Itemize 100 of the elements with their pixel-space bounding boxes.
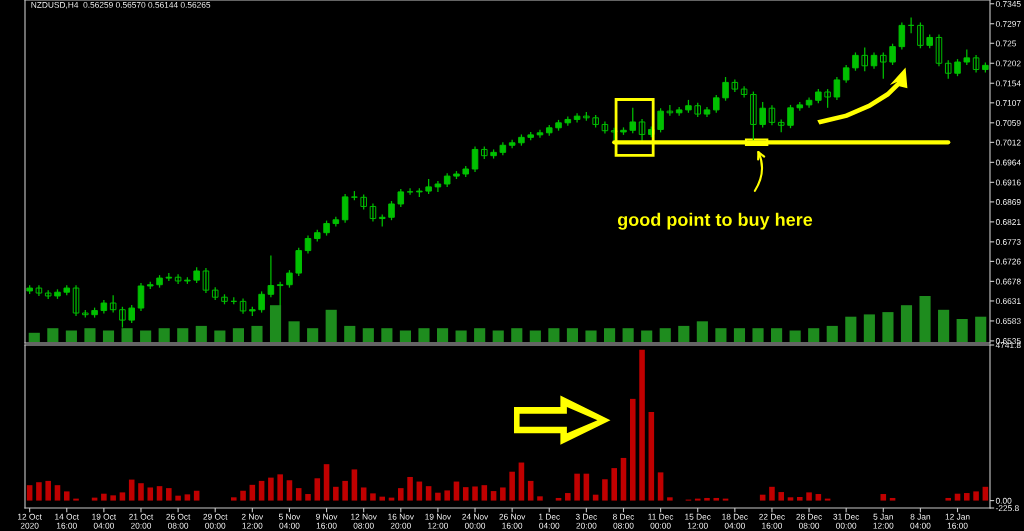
annotation: good point to buy here [617, 212, 813, 230]
candlestick [657, 107, 664, 133]
y-tick-label: 4741.8 [995, 342, 1021, 349]
bar [975, 316, 987, 342]
y-tick-label: 0.6726 [995, 258, 1021, 265]
x-tick-label: 9 Nov 16:00 [316, 513, 338, 529]
y-tick-label: 0.7202 [995, 60, 1021, 67]
bar [28, 332, 40, 342]
bar [509, 471, 515, 501]
y-tick-label: 0.725 [995, 40, 1017, 47]
x-tick-label: 8 Dec 08:00 [612, 513, 635, 529]
bar [362, 328, 374, 342]
bar [158, 328, 170, 342]
candlestick [861, 46, 869, 72]
bar [101, 493, 107, 501]
bar [307, 328, 319, 342]
bar [360, 487, 367, 501]
x-tick-label: 1 Dec 04:00 [539, 513, 560, 529]
bar [574, 473, 580, 501]
x-tick-label: 28 Dec 08:00 [796, 513, 823, 529]
bar [527, 480, 534, 501]
bar [381, 328, 393, 342]
y-tick-label: 0.6821 [995, 219, 1021, 225]
bar [769, 486, 775, 501]
bar [845, 316, 857, 342]
bar [84, 328, 96, 342]
bar [184, 494, 191, 501]
y-tick-label: 0.6916 [995, 179, 1021, 186]
x-tick-label: 26 Nov 16:00 [499, 513, 526, 529]
x-tick-label: 15 Dec 12:00 [685, 513, 711, 529]
y-tick-label: 0.7154 [995, 80, 1021, 87]
bar [826, 325, 838, 342]
bar [45, 480, 51, 501]
bar [964, 493, 970, 501]
bar [529, 330, 541, 342]
x-tick-label: 11 Dec 00:00 [648, 513, 674, 529]
bar [102, 330, 115, 342]
bar [713, 497, 720, 501]
y-tick-label: 0.6583 [995, 318, 1021, 325]
candlestick [824, 88, 831, 109]
bar [418, 328, 430, 342]
candlestick [880, 51, 887, 80]
bar [156, 486, 163, 501]
bar [518, 462, 525, 501]
bar [166, 488, 172, 501]
bar [602, 479, 608, 501]
bar [435, 492, 441, 501]
x-tick-label: 12 Jan 16:00 [945, 513, 970, 529]
bar [232, 328, 244, 342]
y-tick-label: 0.7012 [995, 139, 1021, 146]
bar [342, 480, 348, 501]
x-tick-label: 21 Oct 20:00 [129, 513, 154, 529]
x-tick-label: 24 Nov 00:00 [462, 513, 489, 529]
bar [128, 479, 135, 501]
bar [945, 497, 952, 501]
bar [555, 497, 562, 501]
candlestick [666, 104, 674, 117]
bar [889, 497, 896, 501]
x-tick-label: 14 Oct 16:00 [55, 513, 79, 529]
x-tick-label: 8 Jan 04:00 [910, 513, 931, 529]
candlestick [406, 187, 414, 196]
bar [787, 497, 794, 501]
candlestick [573, 112, 581, 124]
bar [500, 487, 506, 501]
bar [268, 477, 274, 501]
bar [620, 457, 627, 501]
bar [863, 314, 875, 342]
bar [288, 321, 300, 342]
x-tick-label: 26 Oct 08:00 [166, 513, 191, 529]
bar [399, 330, 411, 342]
candlestick [35, 284, 43, 297]
bar [240, 490, 246, 501]
bar [715, 328, 727, 342]
bar [269, 305, 282, 342]
x-tick-label: 19 Oct 04:00 [92, 513, 117, 529]
bar [138, 483, 144, 501]
candlestick [852, 51, 859, 72]
x-tick-label: 12 Oct 2020 [18, 513, 42, 529]
bar [778, 492, 785, 501]
bar [295, 488, 302, 501]
bar [472, 486, 478, 501]
bar [54, 485, 61, 501]
bar [492, 330, 504, 342]
bar [548, 328, 560, 342]
bar [583, 473, 590, 501]
candlestick [629, 107, 637, 134]
bar [815, 494, 822, 501]
x-tick-label: 16 Nov 20:00 [388, 513, 414, 529]
bar [230, 497, 237, 501]
bar [175, 495, 181, 501]
bar [629, 398, 636, 501]
bar [147, 487, 154, 501]
bar [771, 328, 783, 342]
bar [314, 478, 321, 501]
x-tick-label: 5 Nov 04:00 [278, 513, 301, 529]
x-tick-label: 3 Dec 20:00 [575, 513, 598, 529]
bar [806, 492, 812, 501]
bar [474, 328, 486, 342]
bar [110, 495, 116, 501]
bar [214, 330, 226, 342]
